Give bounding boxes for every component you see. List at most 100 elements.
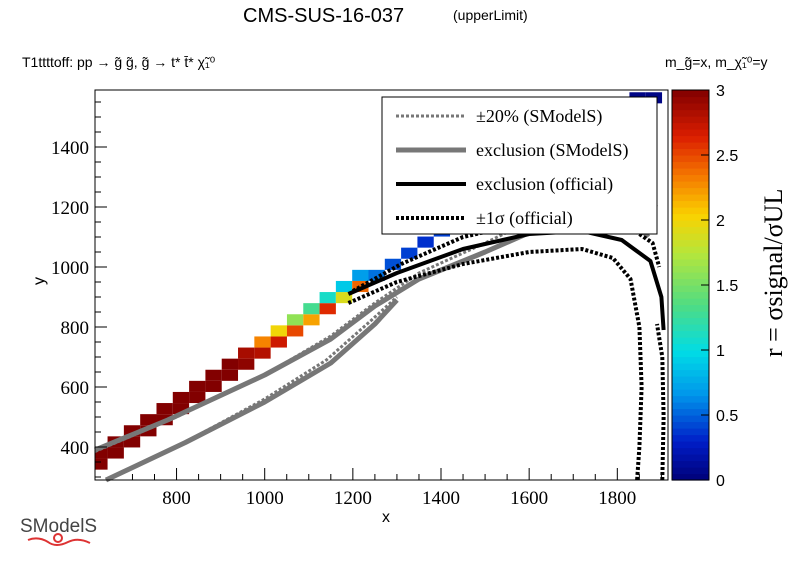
series-line [351,214,662,293]
colorbar-band [672,460,709,468]
colorbar-band [672,330,709,338]
colorbar-tick-label: 1 [716,343,725,360]
colorbar-band [672,447,709,455]
colorbar-band [672,220,709,228]
colorbar-band [672,298,709,306]
legend-label: ±20% (SModelS) [476,106,602,127]
legend-label: ±1σ (official) [476,208,573,229]
colorbar-band [672,174,709,182]
colorbar-band [672,304,709,312]
colorbar-band [672,122,709,130]
colorbar-band [672,213,709,221]
logo-ring [53,533,63,543]
colorbar-band [672,408,709,416]
colorbar-tick-label: 1.5 [716,278,738,295]
colorbar-band [672,363,709,371]
colorbar: 0 0.5 1 1.5 2 2.5 3 [671,83,738,490]
heatmap-cell [384,258,402,270]
legend-label: exclusion (official) [476,174,613,195]
y-tick-label: 1000 [51,258,89,279]
logo-text: SModelS [20,516,97,537]
process-label: T1ttttoff: pp → g̃ g̃, g̃ → t* t̄* χ̃₁⁰ [22,54,216,70]
colorbar-band [672,441,709,449]
heatmap-cell [140,425,157,437]
colorbar-band [672,246,709,254]
colorbar-band [672,116,709,124]
y-tick-label: 1400 [51,138,89,159]
heatmap-cell [221,369,239,381]
colorbar-band [672,272,709,280]
heatmap-cell [95,447,108,459]
colorbar-band [672,324,709,332]
heatmap-cell [401,247,418,259]
heatmap-cell [335,292,353,304]
x-tick-label: 1200 [334,488,372,509]
colorbar-band [672,226,709,234]
colorbar-tick-label: 3 [716,83,725,100]
colorbar-band [672,129,709,137]
colorbar-band [672,337,709,345]
x-tick-label: 1400 [422,488,460,509]
legend: ±20% (SModelS) exclusion (SModelS) exclusi… [381,96,658,235]
heatmap-cell [156,403,173,415]
colorbar-band [672,265,709,273]
heatmap-cell [189,391,206,404]
series-line [347,247,644,481]
y-tick-label: 600 [61,378,90,399]
heatmap-cell [123,436,141,448]
chart-title: CMS-SUS-16-037 [243,5,404,27]
heatmap-cell [172,403,190,415]
x-tick-label: 1600 [510,488,548,509]
colorbar-band [672,252,709,260]
mass-note: m_g̃=x, m_χ̃₁⁰=y [665,54,768,70]
heatmap-cell [368,269,385,281]
colorbar-band [672,402,709,410]
heatmap-cell [352,269,369,281]
y-tick-label: 800 [61,318,90,339]
colorbar-band [672,194,709,202]
heatmap-cell [189,380,206,392]
x-tick-label: 1000 [246,488,284,509]
y-tick-label: 400 [61,438,90,459]
heatmap-cell [352,280,369,293]
colorbar-band [672,233,709,241]
colorbar-band [672,317,709,325]
heatmap-cell [238,358,255,370]
colorbar-band [672,239,709,247]
colorbar-tick-label: 0.5 [716,408,738,425]
heatmap-cell [319,303,336,315]
series-line [655,323,666,481]
y-axis-label: y [31,277,48,285]
series-line [105,295,398,482]
colorbar-band [672,454,709,462]
chart-subtitle: (upperLimit) [453,7,528,23]
heatmap-cell [254,347,271,359]
colorbar-band [672,181,709,189]
colorbar-band [672,434,709,442]
legend-label: exclusion (SModelS) [476,140,629,161]
heatmap-cell [140,414,157,426]
colorbar-band [672,428,709,436]
heatmap-cell [205,380,222,392]
colorbar-band [672,90,709,98]
colorbar-band [672,96,709,104]
heatmap-cell [205,369,222,381]
plot-frame [94,89,669,481]
colorbar-band [672,109,709,117]
heatmap-cell [95,458,108,470]
heatmap-cell [303,303,320,315]
colorbar-band [672,467,709,475]
colorbar-band [672,311,709,319]
colorbar-band [672,356,709,364]
colorbar-band [672,161,709,169]
colorbar-band [672,155,709,163]
colorbar-tick-label: 0 [716,473,725,490]
colorbar-tick-label: 2.5 [716,148,738,165]
heatmap-cell [238,347,255,359]
heatmap-cell [172,391,190,404]
colorbar-band [672,369,709,377]
colorbar-band [672,389,709,397]
colorbar-band [672,200,709,208]
series-line [104,298,399,483]
